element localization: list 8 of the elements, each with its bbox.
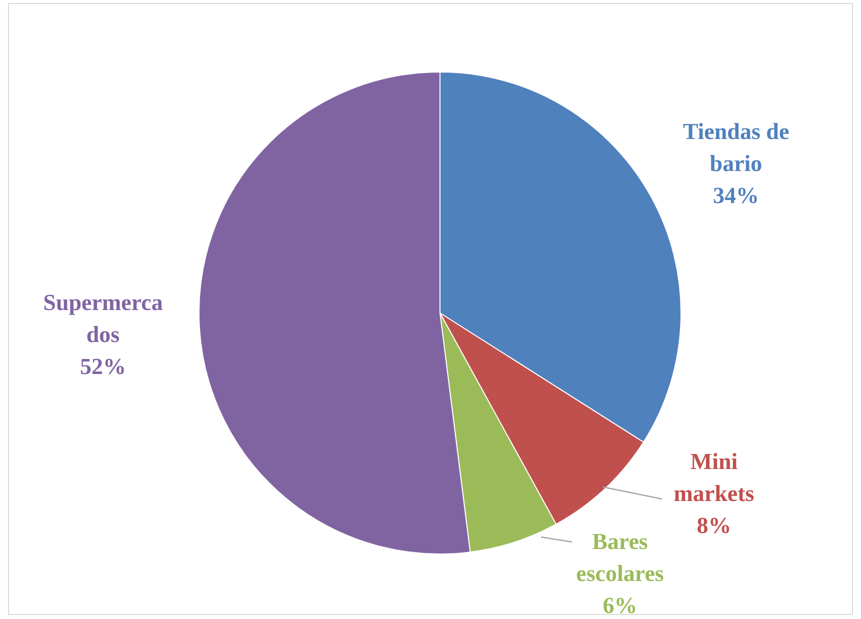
slice-label: Tiendas de bario	[682, 118, 790, 176]
data-label: 8%	[696, 512, 732, 538]
data-label: 34%	[713, 182, 759, 208]
data-label: 52%	[80, 354, 126, 378]
data-label: 6%	[602, 592, 638, 618]
slice-label: Supermercados	[43, 290, 164, 346]
slice-label: Mini markets	[674, 448, 754, 506]
slice-label: Bares escolares	[576, 528, 664, 586]
